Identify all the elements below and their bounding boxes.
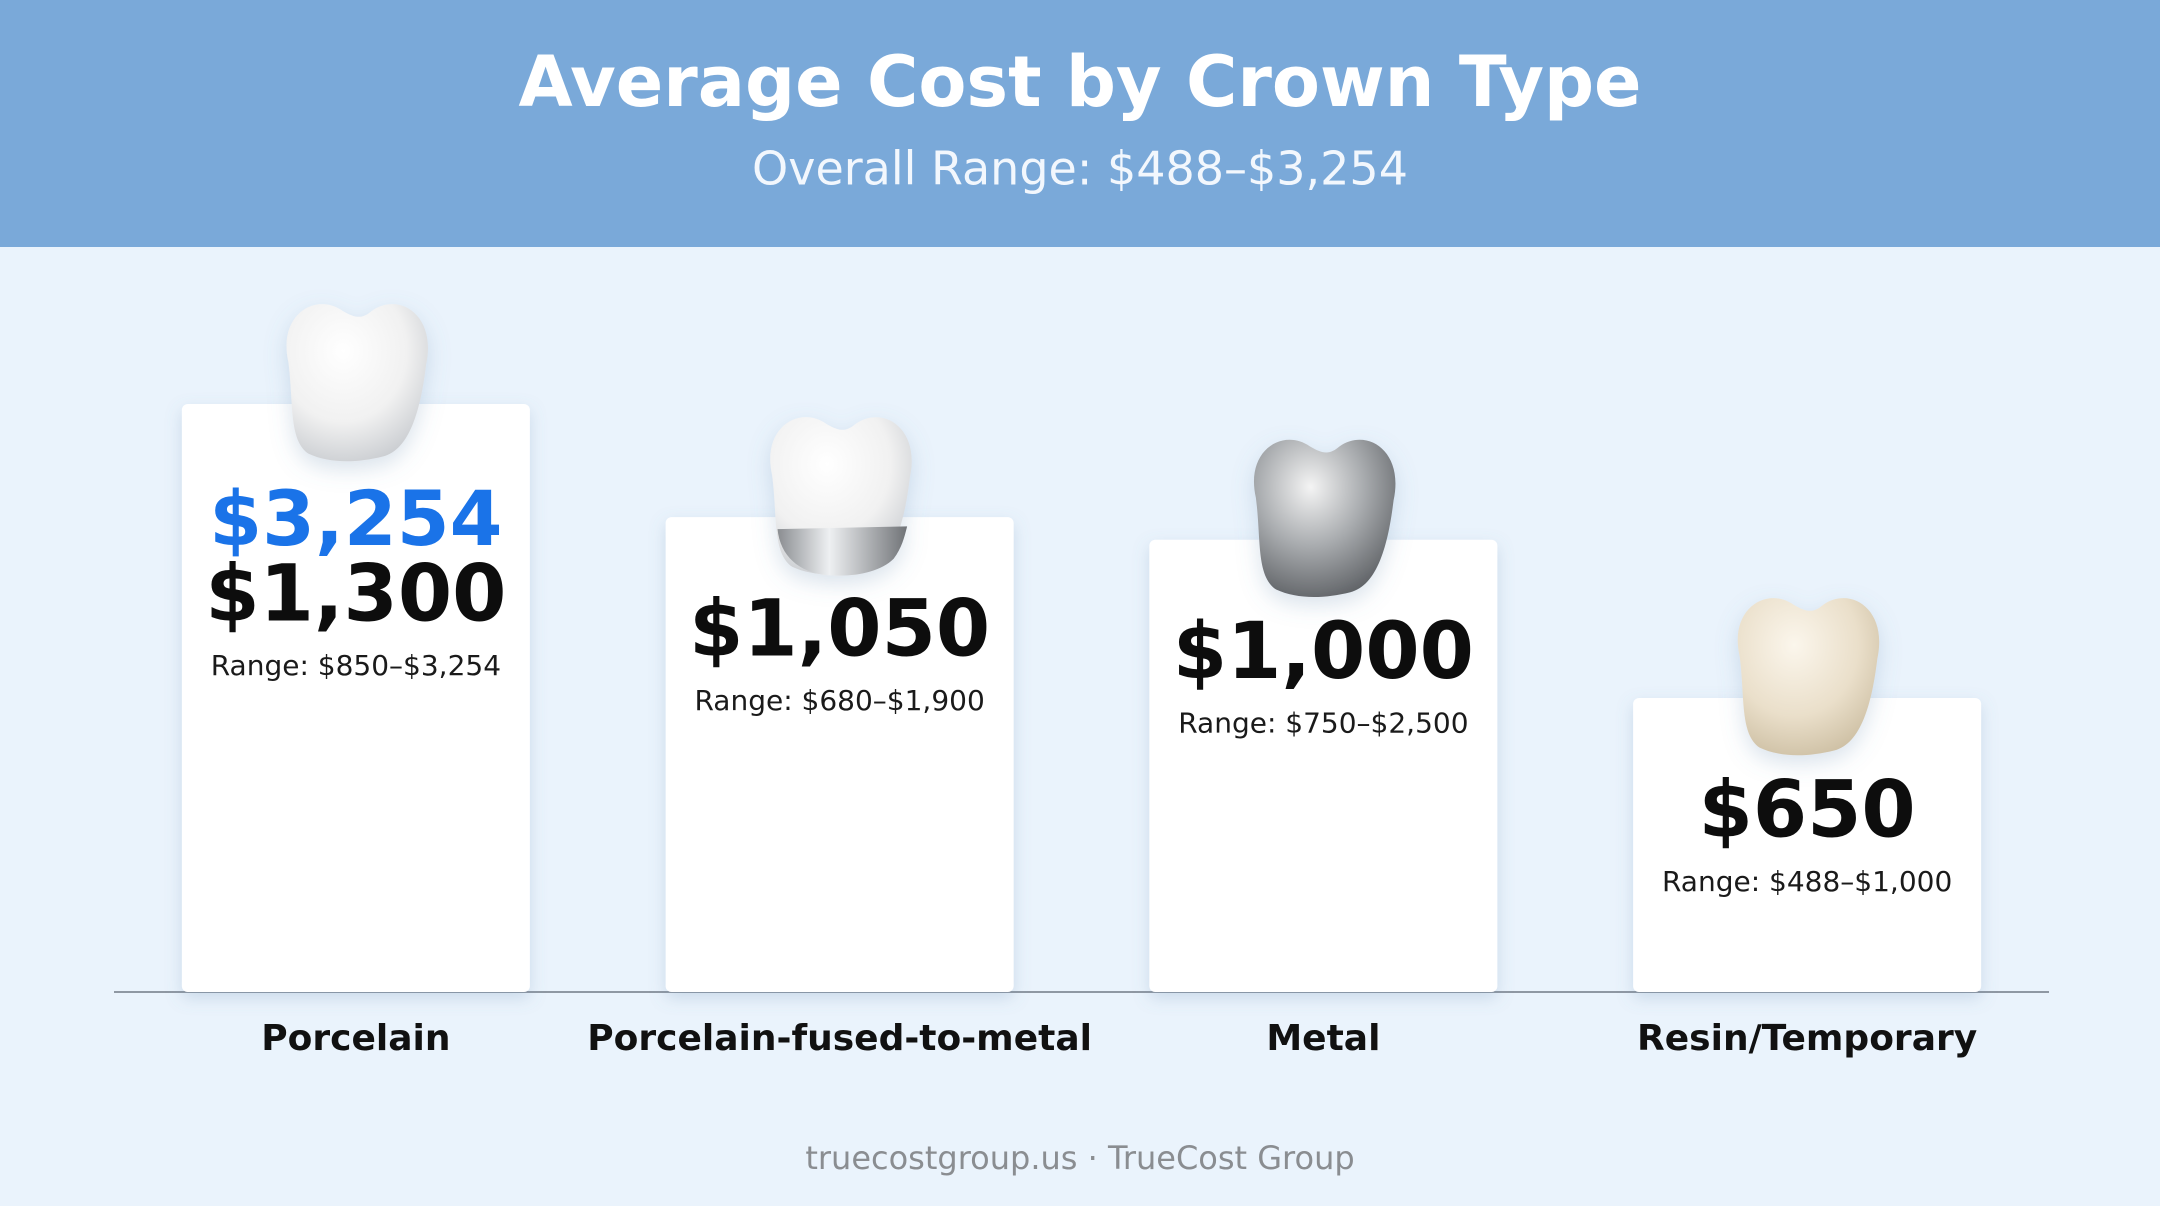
value-label: $1,050 bbox=[689, 585, 990, 675]
crown-shape bbox=[1253, 439, 1396, 597]
x-tick-label: Porcelain bbox=[261, 1018, 450, 1059]
x-tick-label: Resin/Temporary bbox=[1637, 1018, 1977, 1059]
crown-shape bbox=[286, 304, 428, 462]
crown-shape bbox=[1737, 598, 1880, 756]
x-tick-label: Porcelain-fused-to-metal bbox=[587, 1018, 1092, 1059]
bar bbox=[181, 404, 530, 992]
bar bbox=[665, 517, 1014, 992]
x-tick-label: Metal bbox=[1266, 1018, 1380, 1059]
range-label: Range: $488–$1,000 bbox=[1662, 865, 1952, 898]
crown-metal-base bbox=[777, 526, 908, 576]
header-band bbox=[0, 0, 2160, 247]
range-label: Range: $750–$2,500 bbox=[1178, 707, 1468, 740]
chart-title: Average Cost by Crown Type bbox=[518, 41, 1641, 123]
range-label: Range: $680–$1,900 bbox=[694, 684, 984, 717]
crown-icon bbox=[770, 417, 912, 576]
value-label: $1,300 bbox=[205, 549, 506, 639]
bar bbox=[1149, 539, 1498, 992]
value-label: $1,000 bbox=[1173, 607, 1474, 697]
crown-icon bbox=[1253, 439, 1396, 597]
crown-icon bbox=[286, 304, 428, 462]
bar bbox=[1633, 698, 1982, 992]
highlight-label: $3,254 bbox=[209, 474, 502, 563]
range-label: Range: $850–$3,254 bbox=[211, 649, 501, 682]
crown-icon bbox=[1737, 598, 1880, 756]
chart-subtitle: Overall Range: $488–$3,254 bbox=[752, 142, 1408, 196]
footer: truecostgroup.us · TrueCost Group bbox=[805, 1139, 1354, 1177]
value-label: $650 bbox=[1699, 765, 1916, 855]
